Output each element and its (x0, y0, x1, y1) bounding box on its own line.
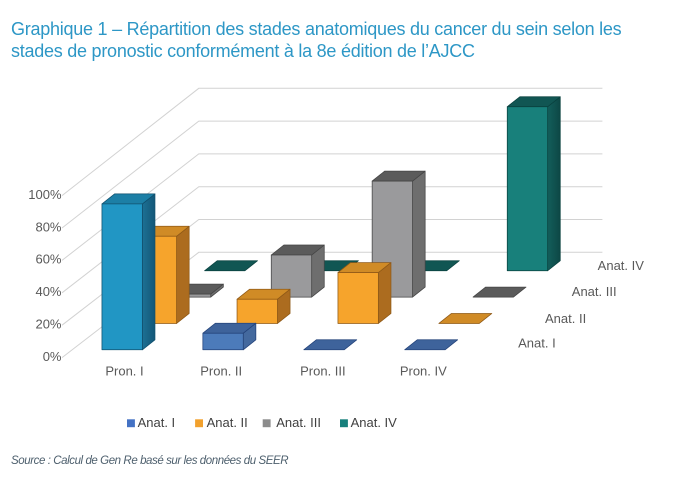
svg-text:Anat. IV: Anat. IV (598, 258, 645, 273)
svg-text:Anat. I: Anat. I (138, 415, 176, 430)
svg-text:Pron. I: Pron. I (105, 364, 143, 379)
svg-text:40%: 40% (35, 284, 61, 299)
svg-text:100%: 100% (28, 187, 62, 202)
svg-text:Pron. IV: Pron. IV (400, 364, 447, 379)
svg-text:Anat. II: Anat. II (207, 415, 248, 430)
svg-text:Anat. II: Anat. II (545, 311, 586, 326)
svg-text:0%: 0% (43, 349, 62, 364)
svg-text:Pron. II: Pron. II (200, 364, 242, 379)
svg-text:Anat. I: Anat. I (518, 336, 556, 351)
svg-text:Pron. III: Pron. III (300, 364, 346, 379)
svg-text:80%: 80% (35, 219, 61, 234)
svg-text:20%: 20% (35, 317, 61, 332)
svg-text:Anat. III: Anat. III (572, 284, 617, 299)
svg-text:Anat. III: Anat. III (276, 415, 321, 430)
svg-text:stades de pronostic conforméme: stades de pronostic conformément à la 8e… (11, 41, 475, 61)
svg-text:60%: 60% (35, 252, 61, 267)
svg-text:Source : Calcul de Gen Re basé: Source : Calcul de Gen Re basé sur les d… (11, 455, 288, 467)
svg-text:Anat. IV: Anat. IV (351, 415, 398, 430)
svg-text:Graphique 1 – Répartition des: Graphique 1 – Répartition des stades ana… (11, 19, 622, 39)
